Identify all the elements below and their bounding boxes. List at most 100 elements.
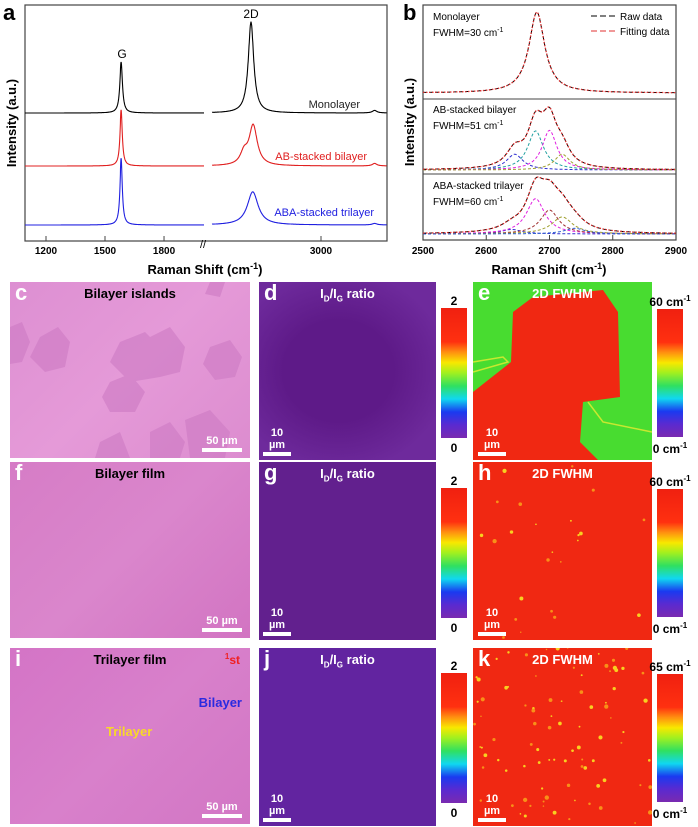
panel-label-a: a [3,0,16,25]
colorbar-g [441,488,467,618]
speck [625,648,629,650]
subpanel-label-mono: Monolayer [433,12,480,23]
speck [580,765,584,768]
speck [589,705,594,709]
image-title-h: 2D FWHM [532,466,593,481]
speck [504,769,508,772]
image-title-j: ID/IG ratio [320,652,375,670]
speck [555,648,560,651]
x-tick-label: 2900 [665,246,688,257]
spectra-plots: a b 1200 1500 1800 3000 2500 2600 2700 2800 2900… [3,0,688,277]
speck [492,737,496,742]
speck [634,822,636,824]
speck [476,677,481,682]
speck [502,636,505,639]
colorbar-max-h: 60 cm-1 [649,474,691,489]
spectrum-line [25,109,204,167]
speck [476,700,479,703]
speck [637,613,641,617]
scale-bar-g: 10 µm [263,607,291,636]
colorbar-min-g: 0 [450,621,458,635]
colorbar-max-d: 2 [450,294,458,308]
optical-image-i: i Trilayer film 1st Bilayer Trilayer 50 … [10,648,250,824]
image-title-d: ID/IG ratio [320,286,375,304]
speck [591,759,595,763]
x-tick-label: 2700 [538,246,561,257]
speck [531,708,536,713]
speck [553,615,557,619]
speck [480,697,485,702]
optical-image-c: c Bilayer islands 50 µm [10,282,250,458]
speck [566,648,569,649]
speck [598,735,603,740]
speck [492,538,497,544]
speck [473,722,476,726]
speck [576,745,581,750]
fit-component [423,153,676,171]
x-tick-label: 3000 [310,246,333,257]
speck [568,817,571,821]
spectrum-line [25,158,204,226]
colorbar-max-k: 65 cm-1 [649,659,691,674]
colorbar-max-e: 60 cm-1 [649,294,691,309]
speck [602,778,607,783]
speck [518,502,523,506]
panel-label-j: j [264,648,271,671]
speck [598,806,603,810]
speck [588,802,591,806]
scale-bar-i: 50 µm [202,801,242,818]
image-title-c: Bilayer islands [84,286,176,301]
speck [621,666,625,671]
speck [537,761,541,764]
speck [479,746,482,748]
fwhm-trilayer: FWHM=60 cm-1 [433,196,504,208]
speck [550,715,553,718]
fit-component [423,216,676,235]
speck [483,753,488,758]
image-title-e: 2D FWHM [532,286,593,301]
x-tick-label: 2800 [602,246,625,257]
speck [546,558,550,562]
x-axis-label-b: Raman Shift (cm-1) [492,261,607,277]
speck [481,766,485,769]
speck [578,725,581,728]
speck [647,759,651,762]
speck [529,804,532,807]
scale-bar-e: 10 µm [478,427,506,456]
x-axis-label-a: Raman Shift (cm-1) [148,261,263,277]
speck [536,748,540,752]
image-title-g: ID/IG ratio [320,466,375,484]
panel-label-k: k [478,648,491,671]
speck [579,690,584,694]
colorbar-h [657,489,683,617]
speck [572,666,575,669]
hexagon-islands [10,282,242,458]
colorbar-min-h: 0 cm-1 [652,621,688,636]
scale-bar-j: 10 µm [263,793,291,822]
speck [542,800,545,803]
speck [589,474,593,478]
speck [497,758,500,762]
speck [540,787,544,790]
peak-label-g: G [117,47,126,61]
raw-data-line [423,11,676,94]
fitting-data-line [423,11,676,94]
speck [524,653,528,657]
panel-label-h: h [478,462,492,485]
speck [589,661,592,664]
speck [553,758,556,761]
peak-label-2d: 2D [243,7,259,21]
x-tick-label: 2600 [475,246,498,257]
speck [563,759,567,763]
fitting-data-line [423,176,676,234]
image-title-f: Bilayer film [94,466,166,481]
raman-map-j: j ID/IG ratio 10 µm [259,648,436,826]
scale-bar-f: 50 µm [202,615,242,632]
speck [648,785,652,789]
legend-fit: Fitting data [620,27,670,38]
legend-raw: Raw data [620,12,663,23]
speck [535,675,537,677]
tag-first: 1st [224,652,240,667]
colorbar-e [657,309,683,437]
y-axis-label-b: Intensity (a.u.) [402,78,417,166]
